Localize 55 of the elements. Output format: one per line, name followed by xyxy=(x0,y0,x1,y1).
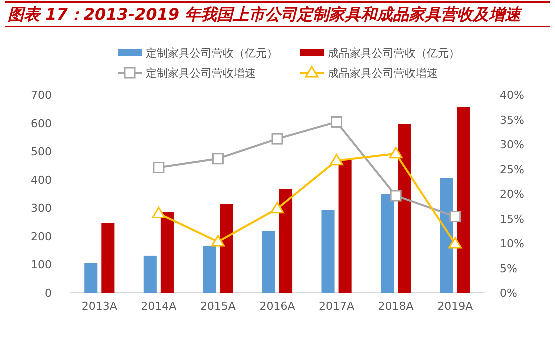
legend-label: 定制家具公司营收增速 xyxy=(146,67,256,80)
bar xyxy=(203,246,216,293)
bar xyxy=(457,107,470,293)
point xyxy=(330,154,344,166)
y-tick-label: 500 xyxy=(31,146,52,159)
x-tick-label: 2016A xyxy=(260,300,296,313)
point xyxy=(152,207,166,219)
point xyxy=(450,211,462,223)
point xyxy=(389,147,403,159)
y2-tick-label: 5% xyxy=(500,262,518,276)
y2-tick-label: 20% xyxy=(500,188,524,201)
bar xyxy=(398,124,412,293)
point xyxy=(212,153,224,165)
point xyxy=(211,235,225,247)
point xyxy=(331,116,343,128)
bar xyxy=(280,189,293,293)
y2-tick-label: 35% xyxy=(500,114,524,127)
y-tick-label: 100 xyxy=(31,258,52,272)
bar xyxy=(440,178,454,293)
x-tick-label: 2019A xyxy=(438,300,474,313)
y-tick-label: 200 xyxy=(31,230,52,244)
bar xyxy=(322,210,335,293)
point xyxy=(272,133,284,145)
y2-tick-label: 25% xyxy=(500,163,524,176)
x-tick-label: 2014A xyxy=(141,300,178,313)
bar xyxy=(262,231,276,293)
chart-title: 图表 17：2013-2019 年我国上市公司定制家具和成品家具营收及增速 xyxy=(8,5,524,24)
bar xyxy=(338,160,352,293)
bar xyxy=(160,212,174,293)
y2-tick-label: 10% xyxy=(500,238,524,250)
y-tick-label: 0 xyxy=(45,287,52,300)
legend-label: 成品家具公司营收（亿元） xyxy=(328,47,460,60)
y-tick-label: 600 xyxy=(31,117,52,130)
point xyxy=(390,190,402,202)
legend-label: 定制家具公司营收（亿元） xyxy=(146,47,278,60)
y-tick-label: 700 xyxy=(31,89,52,102)
bar xyxy=(144,256,157,293)
y-tick-label: 300 xyxy=(31,202,52,216)
y-tick-label: 400 xyxy=(31,174,52,187)
bar xyxy=(381,194,394,293)
point xyxy=(448,237,462,249)
x-tick-label: 2018A xyxy=(378,300,414,313)
point xyxy=(153,162,165,174)
legend-label: 成品家具公司营收增速 xyxy=(328,67,438,80)
bar xyxy=(84,263,98,293)
x-tick-label: 2013A xyxy=(82,300,118,313)
bar xyxy=(220,204,234,293)
y2-tick-label: 40% xyxy=(500,89,524,102)
x-tick-label: 2015A xyxy=(200,300,236,313)
y2-tick-label: 15% xyxy=(500,212,524,226)
bar xyxy=(102,223,115,293)
y2-tick-label: 30% xyxy=(500,138,524,152)
y2-tick-label: 0% xyxy=(500,287,518,300)
x-tick-label: 2017A xyxy=(319,300,356,313)
point xyxy=(270,202,284,214)
